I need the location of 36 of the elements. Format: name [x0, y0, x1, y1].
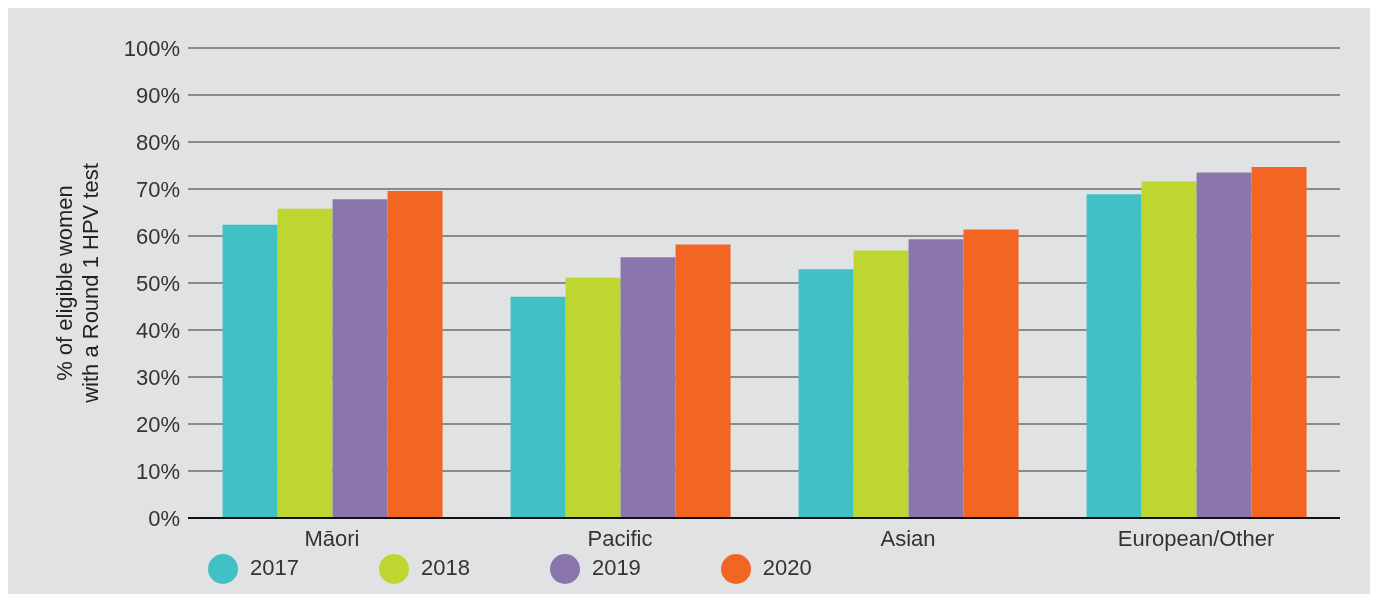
- y-tick-label: 60%: [135, 223, 180, 249]
- bar: [277, 208, 333, 518]
- legend-label: 2017: [250, 554, 299, 580]
- bar: [675, 244, 731, 518]
- legend-label: 2018: [420, 554, 470, 580]
- y-axis-title: % of eligible women with a Round 1 HPV test: [52, 163, 103, 404]
- y-tick-label: 40%: [135, 317, 180, 343]
- legend-label: 2020: [762, 554, 812, 580]
- y-tick-label: 30%: [135, 364, 180, 390]
- bar: [620, 257, 676, 518]
- bar: [1251, 166, 1307, 518]
- y-tick-label: 90%: [135, 82, 180, 108]
- y-tick-label: 70%: [135, 176, 180, 202]
- y-tick-label: 50%: [135, 270, 180, 296]
- bar: [798, 269, 854, 518]
- bar: [853, 250, 909, 518]
- x-tick-label: European/Other: [1117, 525, 1275, 551]
- y-tick-label: 100%: [123, 35, 180, 61]
- legend-label: 2019: [591, 554, 641, 580]
- bar: [963, 229, 1019, 518]
- x-tick-label: Māori: [304, 525, 360, 551]
- bar: [565, 277, 621, 518]
- bar: [387, 190, 443, 518]
- bar: [1086, 194, 1142, 518]
- y-tick-label: 20%: [135, 411, 180, 437]
- x-tick-label: Pacific: [587, 525, 653, 551]
- bar: [222, 224, 278, 518]
- bar: [908, 239, 964, 518]
- y-tick-label: 80%: [135, 129, 180, 155]
- x-tick-label: Asian: [880, 525, 936, 551]
- bar: [1141, 181, 1197, 518]
- y-tick-label: 10%: [135, 458, 180, 484]
- bar: [510, 296, 566, 518]
- bar: [332, 199, 388, 518]
- y-tick-label: 0%: [148, 505, 180, 531]
- bar: [1196, 172, 1252, 518]
